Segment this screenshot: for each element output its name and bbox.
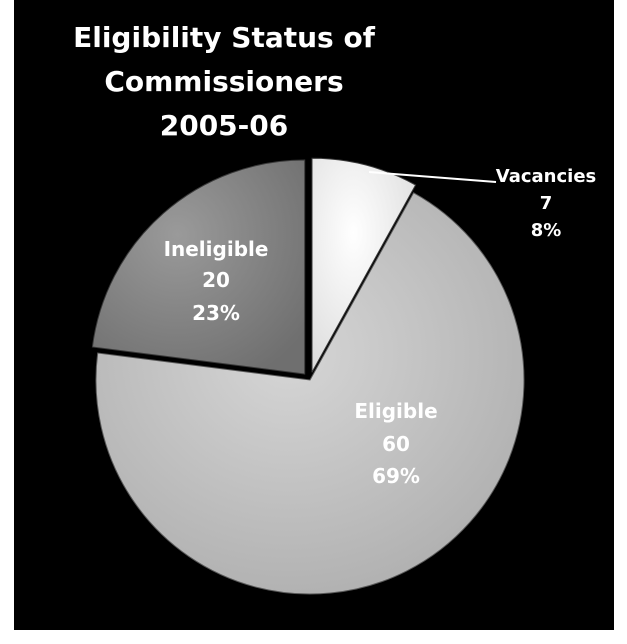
chart-title-line-2: Commissioners xyxy=(104,65,344,98)
data-label-ineligible-percent: 23% xyxy=(192,301,240,325)
data-label-vacancies: Vacancies 7 8% xyxy=(496,166,597,241)
pie-slice-ineligible xyxy=(91,159,306,375)
data-label-eligible-name: Eligible xyxy=(354,399,437,423)
data-label-eligible-value: 60 xyxy=(382,432,410,456)
chart-title: Eligibility Status of Commissioners 2005… xyxy=(34,16,414,148)
vacancies-leader-line xyxy=(368,171,497,183)
chart-area: Eligibility Status of Commissioners 2005… xyxy=(14,0,614,630)
data-label-eligible: Eligible 60 69% xyxy=(354,399,437,488)
chart-title-line-1: Eligibility Status of xyxy=(73,21,375,54)
pie-chart: Vacancies 7 8% Ineligible 20 23% Eligibl… xyxy=(91,157,597,595)
data-label-vacancies-value: 7 xyxy=(540,193,553,214)
pie-slices xyxy=(91,157,525,595)
data-label-vacancies-percent: 8% xyxy=(531,220,562,241)
pie-slice-vacancies xyxy=(311,157,417,373)
chart-title-line-3: 2005-06 xyxy=(159,109,289,142)
data-label-ineligible: Ineligible 20 23% xyxy=(164,237,269,325)
data-label-vacancies-name: Vacancies xyxy=(496,166,597,187)
data-label-ineligible-value: 20 xyxy=(202,268,230,292)
pie-slice-eligible xyxy=(95,192,525,595)
data-label-eligible-percent: 69% xyxy=(372,464,420,488)
data-label-ineligible-name: Ineligible xyxy=(164,237,269,261)
